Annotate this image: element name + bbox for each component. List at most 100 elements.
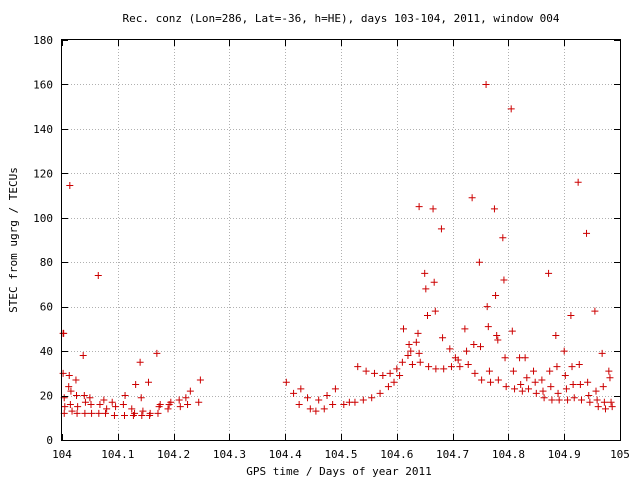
data-point bbox=[584, 378, 592, 386]
data-point bbox=[490, 205, 498, 213]
data-point bbox=[404, 352, 412, 360]
data-point bbox=[362, 367, 370, 375]
data-point bbox=[81, 398, 89, 406]
data-point bbox=[500, 276, 508, 284]
data-point bbox=[86, 394, 94, 402]
data-point bbox=[351, 398, 359, 406]
data-point bbox=[568, 363, 576, 371]
data-point bbox=[340, 400, 348, 408]
data-point bbox=[87, 400, 95, 408]
data-point bbox=[548, 396, 556, 404]
data-point bbox=[523, 374, 531, 382]
data-point bbox=[517, 380, 525, 388]
data-point bbox=[508, 327, 516, 335]
data-point bbox=[186, 387, 194, 395]
data-point bbox=[88, 409, 96, 417]
y-tick-label: 100 bbox=[33, 212, 53, 225]
y-axis-label: STEC from ugrg / TECUs bbox=[7, 167, 20, 313]
data-point bbox=[547, 383, 555, 391]
data-point bbox=[470, 340, 478, 348]
data-point bbox=[501, 354, 509, 362]
data-point bbox=[605, 367, 613, 375]
data-point bbox=[564, 396, 572, 404]
data-point bbox=[608, 403, 616, 411]
data-point bbox=[110, 412, 118, 420]
data-point bbox=[72, 376, 80, 384]
data-point bbox=[74, 403, 82, 411]
y-tick-label: 0 bbox=[46, 434, 53, 447]
data-point bbox=[65, 383, 73, 391]
data-point bbox=[552, 332, 560, 340]
data-point bbox=[471, 369, 479, 377]
data-point bbox=[593, 396, 601, 404]
data-point bbox=[167, 398, 175, 406]
data-point bbox=[429, 205, 437, 213]
chart-title: Rec. conz (Lon=286, Lat=-36, h=HE), days… bbox=[122, 12, 559, 25]
y-tick-label: 40 bbox=[40, 345, 53, 358]
data-point bbox=[524, 385, 532, 393]
data-point bbox=[79, 352, 87, 360]
data-point bbox=[112, 403, 120, 411]
data-point bbox=[583, 229, 591, 237]
data-point bbox=[146, 409, 154, 417]
data-point bbox=[592, 387, 600, 395]
data-point bbox=[437, 225, 445, 233]
data-point bbox=[331, 385, 339, 393]
data-point bbox=[138, 412, 146, 420]
data-point bbox=[567, 312, 575, 320]
data-point bbox=[599, 383, 607, 391]
data-point bbox=[61, 403, 69, 411]
data-point bbox=[195, 398, 203, 406]
data-point bbox=[531, 378, 539, 386]
data-point bbox=[425, 363, 433, 371]
data-point bbox=[80, 392, 88, 400]
data-point bbox=[461, 325, 469, 333]
x-axis-label: GPS time / Days of year 2011 bbox=[246, 465, 431, 478]
x-tick-label: 104.4 bbox=[269, 448, 302, 461]
data-point bbox=[121, 392, 129, 400]
data-point bbox=[59, 369, 67, 377]
data-point bbox=[95, 409, 103, 417]
x-tick-label: 104.3 bbox=[213, 448, 246, 461]
data-point bbox=[131, 409, 139, 417]
data-point bbox=[96, 400, 104, 408]
plot-frame bbox=[61, 39, 621, 441]
x-tick-label: 104.9 bbox=[548, 448, 581, 461]
data-point bbox=[108, 398, 116, 406]
y-tick-label: 20 bbox=[40, 390, 53, 403]
data-point bbox=[594, 403, 602, 411]
data-point bbox=[405, 340, 413, 348]
x-axis-ticks: 104 104.1 104.2 104.3 104.4 104.5 104.6 104.7 10… bbox=[52, 40, 630, 461]
data-point bbox=[492, 292, 500, 300]
data-point bbox=[315, 396, 323, 404]
data-point bbox=[538, 376, 546, 384]
data-point bbox=[399, 325, 407, 333]
data-point bbox=[464, 360, 472, 368]
data-point bbox=[586, 398, 594, 406]
data-point bbox=[290, 389, 298, 397]
data-point bbox=[329, 400, 337, 408]
data-point bbox=[432, 365, 440, 373]
y-tick-label: 160 bbox=[33, 78, 53, 91]
data-point bbox=[297, 385, 305, 393]
data-point bbox=[560, 347, 568, 355]
grid-lines bbox=[62, 40, 620, 440]
data-points bbox=[59, 80, 616, 420]
data-point bbox=[546, 367, 554, 375]
data-point bbox=[153, 349, 161, 357]
data-point bbox=[454, 356, 462, 364]
data-point bbox=[164, 405, 172, 413]
data-point bbox=[478, 376, 486, 384]
data-point bbox=[553, 363, 561, 371]
data-point bbox=[182, 394, 190, 402]
y-axis-ticks: 0 20 40 60 80 100 120 140 160 180 bbox=[33, 34, 620, 447]
data-point bbox=[502, 383, 510, 391]
x-tick-label: 104 bbox=[52, 448, 72, 461]
data-point bbox=[68, 407, 76, 415]
data-point bbox=[570, 394, 578, 402]
data-point bbox=[493, 332, 501, 340]
data-point bbox=[73, 392, 81, 400]
data-point bbox=[532, 389, 540, 397]
data-point bbox=[295, 400, 303, 408]
data-point bbox=[446, 345, 454, 353]
